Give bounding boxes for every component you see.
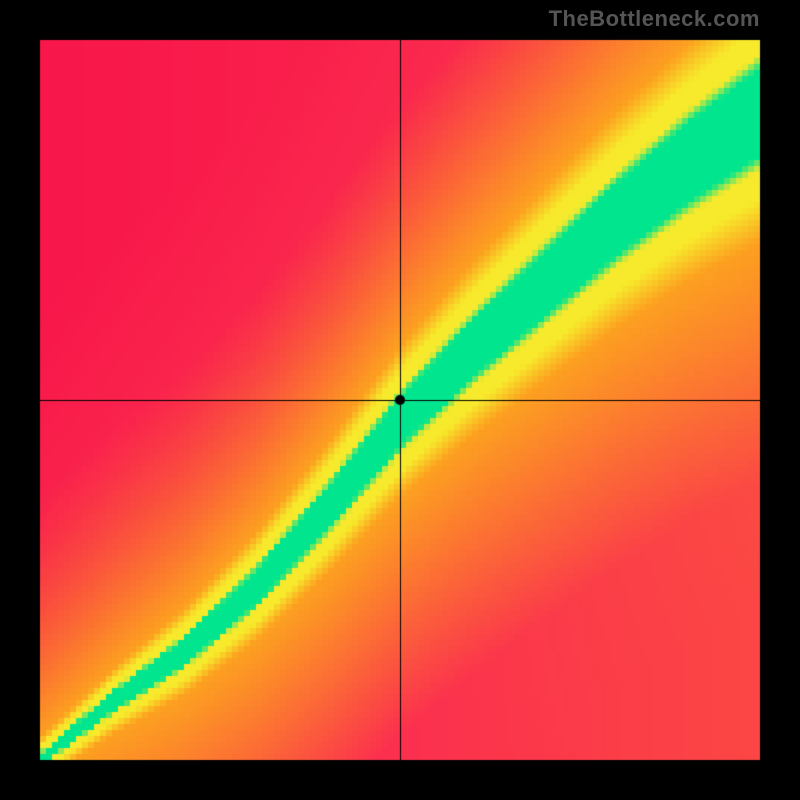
bottleneck-heatmap [0,0,800,800]
chart-container: { "canvas": { "width": 800, "height": 80… [0,0,800,800]
watermark-text: TheBottleneck.com [549,6,760,32]
